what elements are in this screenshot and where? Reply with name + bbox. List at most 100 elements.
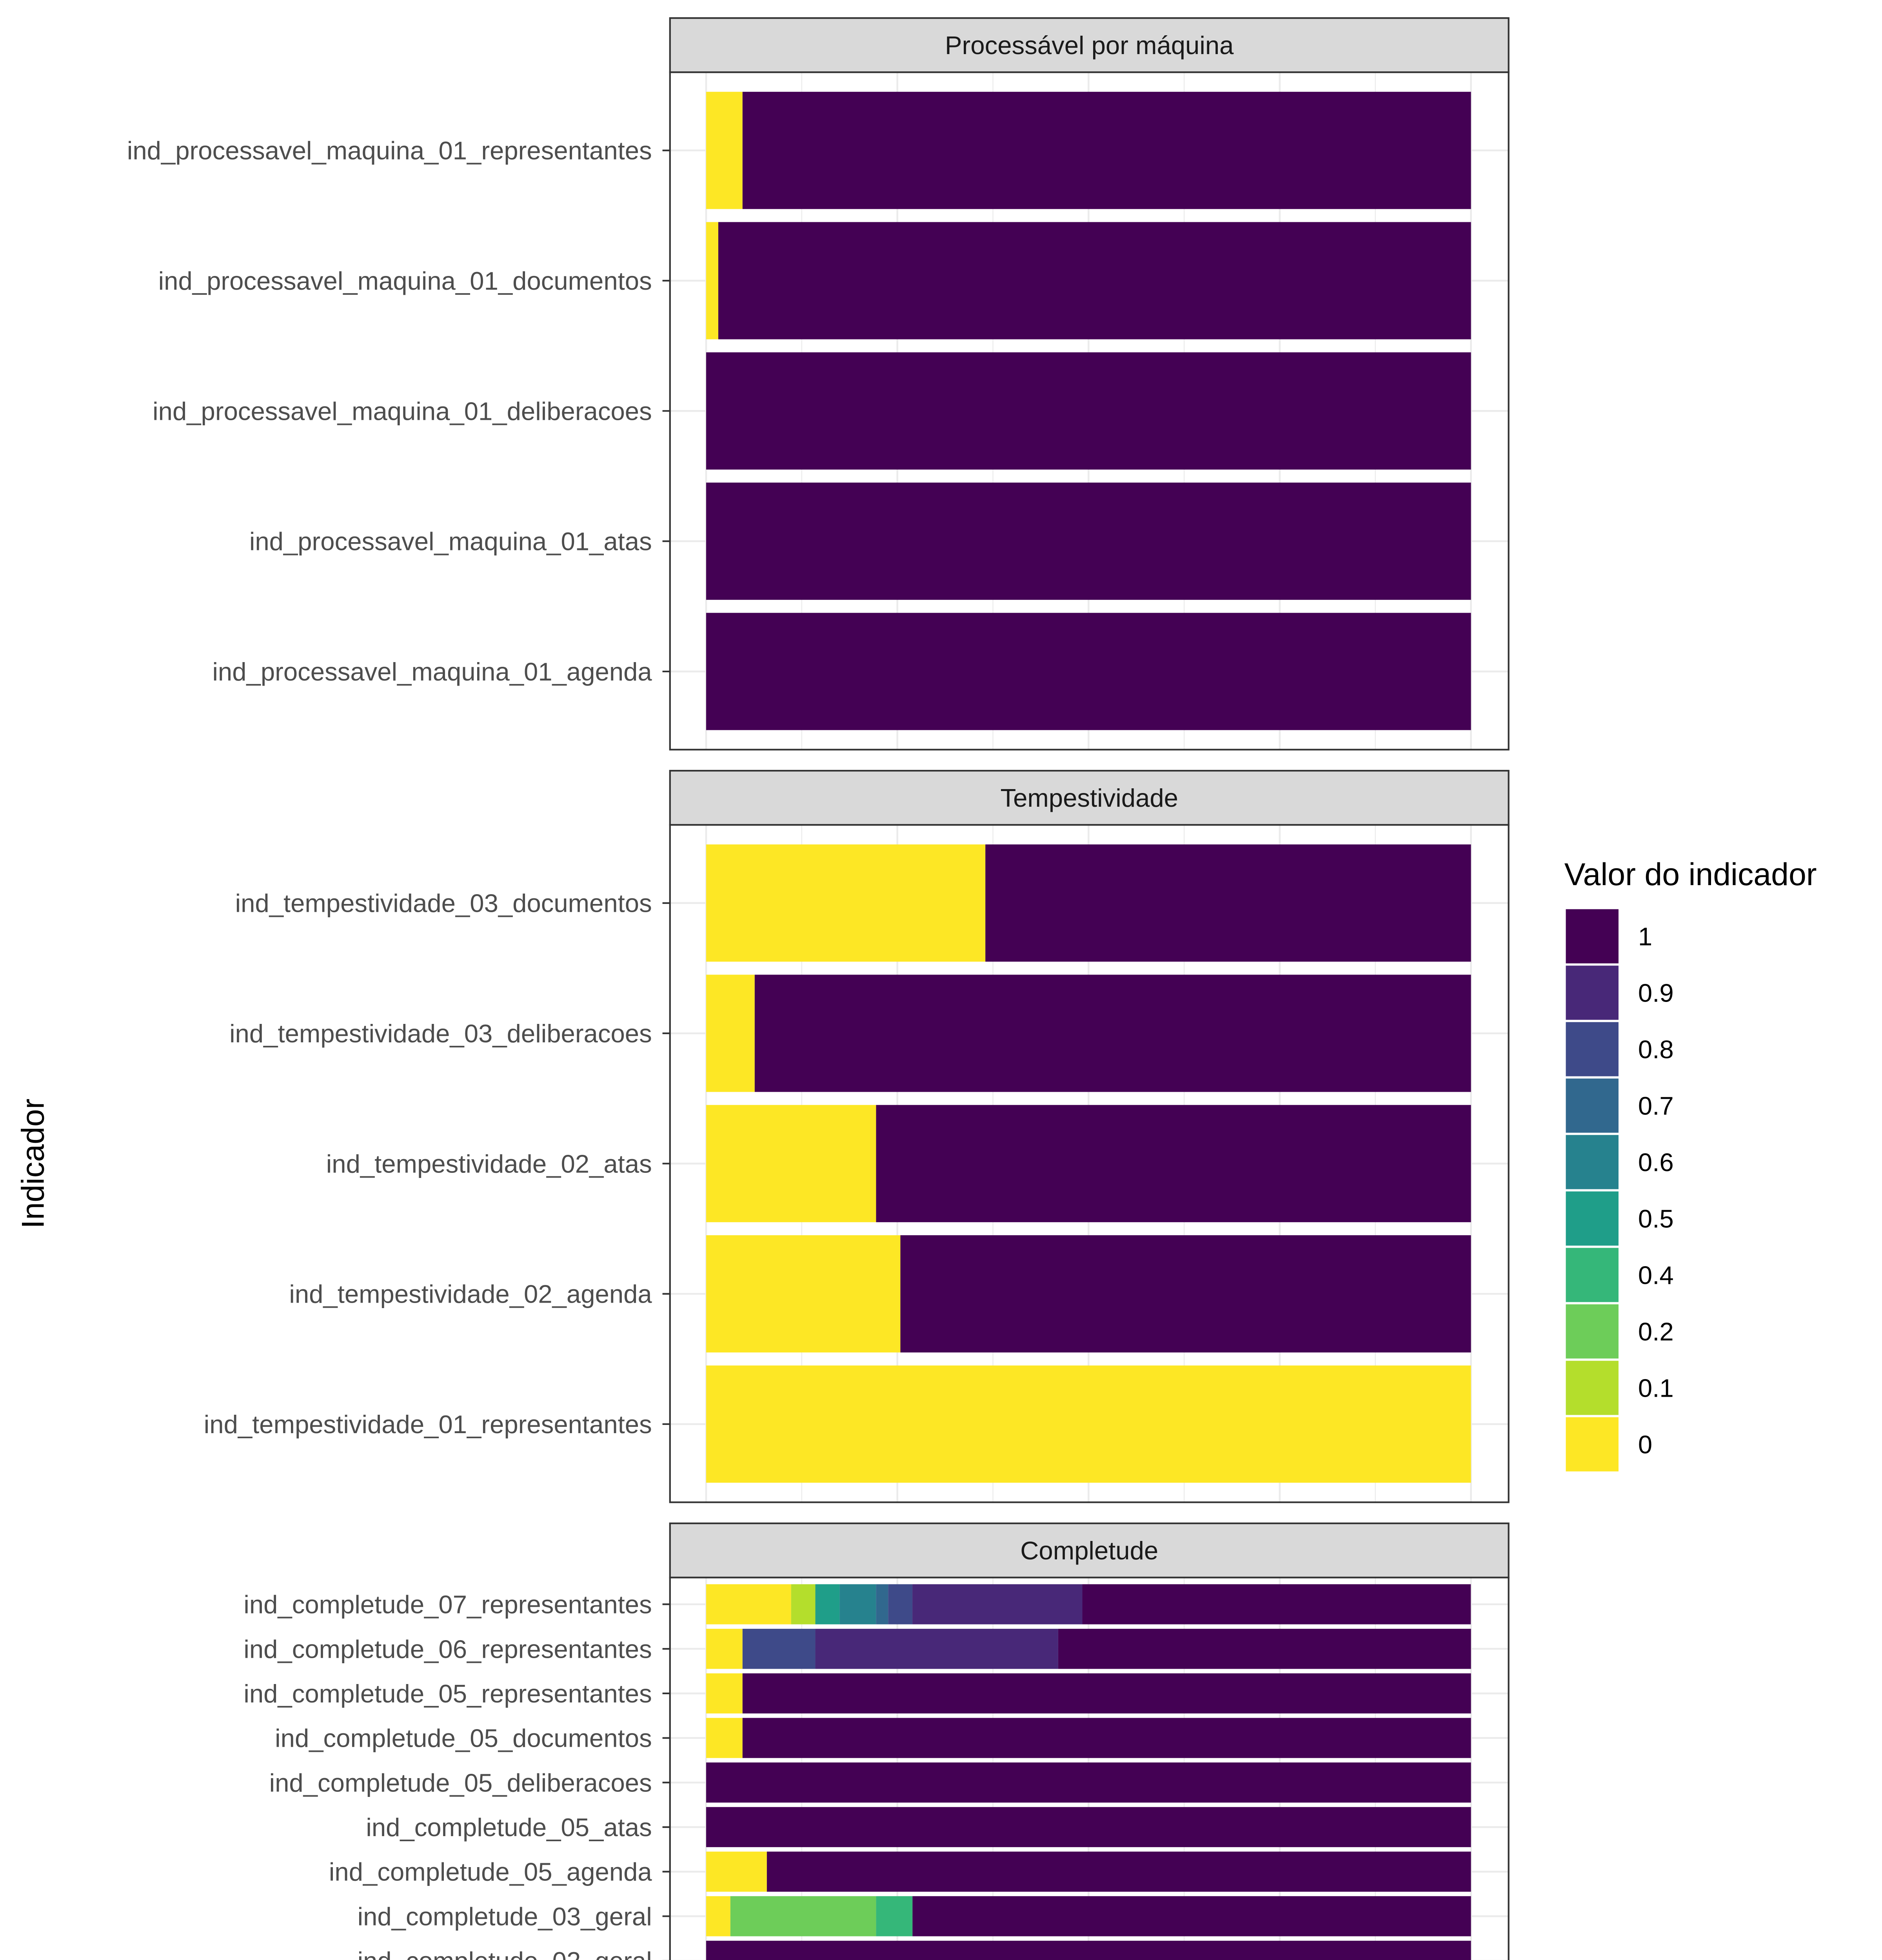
- bar-segment-0: [706, 222, 718, 339]
- bar-row: [706, 352, 1471, 470]
- bar-segment-0: [706, 1673, 743, 1714]
- y-tick-label: ind_processavel_maquina_01_documentos: [158, 267, 652, 295]
- bar-segment-0_2: [730, 1896, 876, 1936]
- y-tick-label: ind_processavel_maquina_01_atas: [249, 527, 652, 556]
- bar-segment-0_9: [912, 1584, 1083, 1624]
- bar-segment-1: [900, 1235, 1471, 1353]
- bar-row: [706, 1584, 1471, 1624]
- y-tick-label: ind_completude_05_representantes: [243, 1679, 652, 1708]
- bar-segment-1: [742, 1673, 1471, 1714]
- bar-segment-0_1: [791, 1584, 816, 1624]
- bar-row: [706, 844, 1471, 962]
- legend-label: 0.9: [1638, 979, 1674, 1007]
- legend-key: [1566, 909, 1619, 964]
- bar-row: [706, 483, 1471, 600]
- legend-key: [1566, 1022, 1619, 1076]
- legend-item: 0.7: [1566, 1078, 1674, 1133]
- bar-row: [706, 1629, 1471, 1669]
- y-tick-label: ind_completude_05_documentos: [275, 1724, 652, 1753]
- bar-segment-1: [754, 975, 1471, 1092]
- y-tick-label: ind_tempestividade_01_representantes: [204, 1410, 652, 1439]
- bar-segment-0: [706, 92, 743, 209]
- legend-key: [1566, 1248, 1619, 1302]
- bar-segment-0: [706, 975, 755, 1092]
- y-tick-label: ind_completude_02_geral: [358, 1947, 652, 1960]
- facet-panels: Processável por máquina ind_processavel_m…: [127, 17, 1510, 1960]
- bar-row: [706, 1105, 1471, 1222]
- y-tick-label: ind_tempestividade_02_atas: [326, 1149, 652, 1178]
- bar-segment-0_7: [876, 1584, 888, 1624]
- legend-item: 0.4: [1566, 1248, 1674, 1302]
- legend-item: 1: [1566, 909, 1652, 964]
- bar-segment-1: [742, 92, 1471, 209]
- bar-segment-1: [706, 352, 1471, 470]
- bar-row: [706, 1365, 1471, 1483]
- bar-row: [706, 1762, 1471, 1803]
- facet-strip: [669, 1522, 1510, 1579]
- y-tick-label: ind_processavel_maquina_01_agenda: [212, 657, 652, 686]
- panel-border: [669, 71, 1510, 751]
- bar-row: [706, 1940, 1471, 1960]
- bar-row: [706, 1673, 1471, 1714]
- y-tick-label: ind_tempestividade_03_documentos: [235, 889, 652, 918]
- legend-key: [1566, 965, 1619, 1020]
- facet-strip: [669, 17, 1510, 73]
- bar-segment-1: [985, 844, 1471, 962]
- facet-strip-title: Processável por máquina: [945, 31, 1234, 60]
- legend-label: 0.8: [1638, 1035, 1674, 1064]
- bar-segment-0_4: [876, 1896, 913, 1936]
- bar-row: [706, 1896, 1471, 1936]
- legend-label: 0: [1638, 1430, 1652, 1459]
- legend-key: [1566, 1191, 1619, 1246]
- legend-key: [1566, 1361, 1619, 1415]
- legend-label: 1: [1638, 922, 1652, 951]
- y-tick-label: ind_completude_07_representantes: [243, 1590, 652, 1619]
- legend-label: 0.4: [1638, 1261, 1674, 1290]
- facet-panel: Completude ind_completude_07_representant…: [243, 1522, 1510, 1960]
- bar-segment-0_9: [815, 1629, 1058, 1669]
- bar-segment-0: [706, 1365, 1471, 1483]
- bar-segment-0: [706, 1105, 876, 1222]
- bar-segment-0_8: [888, 1584, 913, 1624]
- bar-segment-1: [876, 1105, 1471, 1222]
- y-tick-label: ind_tempestividade_03_deliberacoes: [229, 1019, 652, 1048]
- bar-segment-0_5: [815, 1584, 840, 1624]
- facet-strip-title: Completude: [1020, 1536, 1158, 1565]
- y-tick-label: ind_completude_05_agenda: [329, 1858, 652, 1886]
- y-axis-title: Indicador: [15, 1098, 51, 1229]
- legend-key: [1566, 1304, 1619, 1359]
- facet-strip-title: Tempestividade: [1000, 784, 1178, 812]
- bar-row: [706, 975, 1471, 1092]
- bar-segment-1: [706, 1762, 1471, 1803]
- legend-title: Valor do indicador: [1564, 857, 1817, 892]
- y-tick-label: ind_processavel_maquina_01_deliberacoes: [153, 397, 652, 425]
- bar-segment-0: [706, 1629, 743, 1669]
- bar-row: [706, 1807, 1471, 1847]
- legend-key: [1566, 1135, 1619, 1189]
- facet-panel: Processável por máquina ind_processavel_m…: [127, 17, 1510, 751]
- legend-label: 0.1: [1638, 1374, 1674, 1403]
- bar-row: [706, 1851, 1471, 1892]
- bar-row: [706, 613, 1471, 730]
- legend-label: 0.2: [1638, 1318, 1674, 1346]
- bar-row: [706, 1235, 1471, 1353]
- facet-panel: Tempestividade ind_tempestividade_03_docu…: [204, 769, 1510, 1503]
- bar-segment-1: [1082, 1584, 1471, 1624]
- bar-segment-1: [767, 1851, 1471, 1892]
- panel-border: [669, 1577, 1510, 1960]
- bar-segment-0: [706, 1584, 791, 1624]
- legend-item: 0.5: [1566, 1191, 1674, 1246]
- bar-segment-0: [706, 1718, 743, 1758]
- y-tick-label: ind_completude_03_geral: [358, 1902, 652, 1931]
- y-tick-label: ind_tempestividade_02_agenda: [289, 1280, 652, 1308]
- bar-segment-1: [706, 1807, 1471, 1847]
- y-tick-label: ind_completude_05_deliberacoes: [269, 1768, 652, 1797]
- bar-segment-0_8: [742, 1629, 816, 1669]
- bar-segment-1: [718, 222, 1471, 339]
- bar-segment-1: [1058, 1629, 1471, 1669]
- legend-item: 0.8: [1566, 1022, 1674, 1076]
- legend-key: [1566, 1417, 1619, 1472]
- bar-row: [706, 92, 1471, 209]
- legend-item: 0.1: [1566, 1361, 1674, 1415]
- legend-item: 0.2: [1566, 1304, 1674, 1359]
